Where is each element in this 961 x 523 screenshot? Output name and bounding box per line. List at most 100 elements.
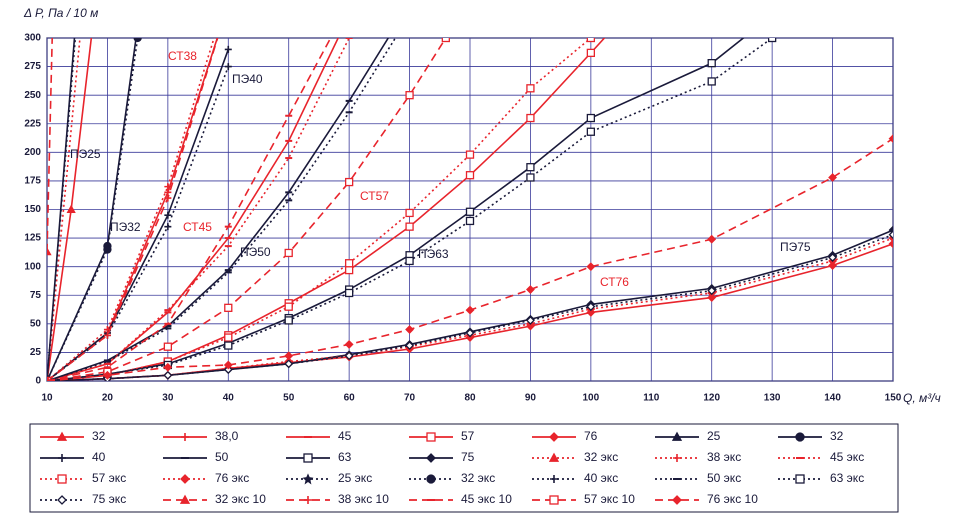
x-tick-label: 130 xyxy=(764,393,781,404)
marker xyxy=(224,341,233,350)
marker xyxy=(224,333,233,342)
marker xyxy=(405,208,414,218)
marker xyxy=(284,302,293,311)
marker xyxy=(56,431,68,441)
marker xyxy=(225,0,232,7)
annotation: ПЭ63 xyxy=(418,247,449,261)
legend-label: 38 экс 10 xyxy=(338,492,389,506)
marker xyxy=(707,293,717,302)
marker xyxy=(405,222,414,231)
marker xyxy=(103,245,112,254)
series-line xyxy=(47,38,773,381)
y-tick-label: 25 xyxy=(30,347,42,358)
y-tick-label: 175 xyxy=(24,176,41,187)
marker xyxy=(164,183,172,191)
marker xyxy=(549,495,559,505)
legend-label: 76 экс 10 xyxy=(707,492,758,506)
marker xyxy=(344,265,354,275)
x-tick-label: 80 xyxy=(464,393,476,404)
marker xyxy=(586,302,596,312)
annotation: ПЭ25 xyxy=(70,147,101,161)
x-tick-label: 150 xyxy=(885,393,902,404)
x-axis-label: Q, м³/ч xyxy=(903,391,941,405)
marker xyxy=(405,91,414,100)
marker xyxy=(828,261,837,270)
marker xyxy=(618,0,625,7)
marker xyxy=(103,331,111,339)
marker xyxy=(465,216,475,226)
marker xyxy=(526,315,535,325)
x-tick-label: 50 xyxy=(283,393,295,404)
legend-box xyxy=(29,423,899,513)
marker xyxy=(224,45,232,53)
marker xyxy=(405,256,414,266)
x-tick-label: 60 xyxy=(344,393,356,404)
marker xyxy=(671,431,683,441)
marker xyxy=(586,48,596,58)
legend-label: 25 xyxy=(707,429,721,443)
marker xyxy=(548,452,560,462)
marker xyxy=(303,453,313,463)
legend-label: 45 экс xyxy=(830,450,864,464)
legend-label: 38,0 xyxy=(215,429,239,443)
marker xyxy=(163,342,173,351)
series-line xyxy=(47,38,745,381)
marker xyxy=(179,494,191,504)
series-line xyxy=(47,38,77,381)
marker xyxy=(103,370,112,380)
x-tick-label: 40 xyxy=(223,393,235,404)
y-tick-label: 300 xyxy=(24,33,41,44)
marker xyxy=(57,495,67,505)
marker xyxy=(344,177,354,187)
marker xyxy=(47,376,52,381)
marker xyxy=(526,173,535,182)
legend-label: 32 экс xyxy=(584,450,618,464)
marker xyxy=(284,248,293,258)
marker xyxy=(549,432,559,442)
marker xyxy=(795,474,805,484)
marker xyxy=(769,12,776,19)
annotation: ПЭ75 xyxy=(780,240,811,254)
marker xyxy=(405,325,414,334)
marker xyxy=(828,253,837,262)
marker xyxy=(133,38,142,43)
series-line xyxy=(47,38,81,381)
legend-label: 50 xyxy=(215,450,229,464)
legend-label: 45 экс 10 xyxy=(461,492,512,506)
marker xyxy=(344,259,354,268)
marker xyxy=(550,475,558,483)
legend-label: 25 экс xyxy=(338,471,372,485)
legend-label: 40 xyxy=(92,450,106,464)
legend-label: 63 xyxy=(338,450,352,464)
marker xyxy=(426,474,436,484)
legend-label: 32 xyxy=(830,429,844,443)
marker xyxy=(673,454,681,462)
marker xyxy=(707,234,717,244)
marker xyxy=(284,351,294,361)
marker xyxy=(304,496,312,504)
x-tick-label: 140 xyxy=(824,393,841,404)
x-tick-label: 70 xyxy=(404,393,416,404)
marker xyxy=(465,150,475,159)
marker xyxy=(163,362,173,372)
marker xyxy=(465,328,475,338)
x-tick-label: 110 xyxy=(643,393,660,404)
x-tick-label: 100 xyxy=(583,393,600,404)
marker xyxy=(465,305,475,315)
marker xyxy=(284,359,294,369)
legend-label: 75 экс xyxy=(92,492,126,506)
series-line xyxy=(47,38,215,381)
marker xyxy=(344,339,354,349)
legend-label: 45 xyxy=(338,429,352,443)
marker xyxy=(586,127,596,136)
y-tick-label: 0 xyxy=(35,376,41,387)
marker xyxy=(795,432,805,442)
legend-label: 76 экс xyxy=(215,471,249,485)
marker xyxy=(223,360,233,370)
y-axis-label: Δ P, Па / 10 м xyxy=(23,6,98,20)
marker xyxy=(526,84,535,93)
marker xyxy=(586,113,596,123)
marker xyxy=(426,453,436,463)
legend-label: 32 экс xyxy=(461,471,495,485)
marker xyxy=(302,473,314,485)
